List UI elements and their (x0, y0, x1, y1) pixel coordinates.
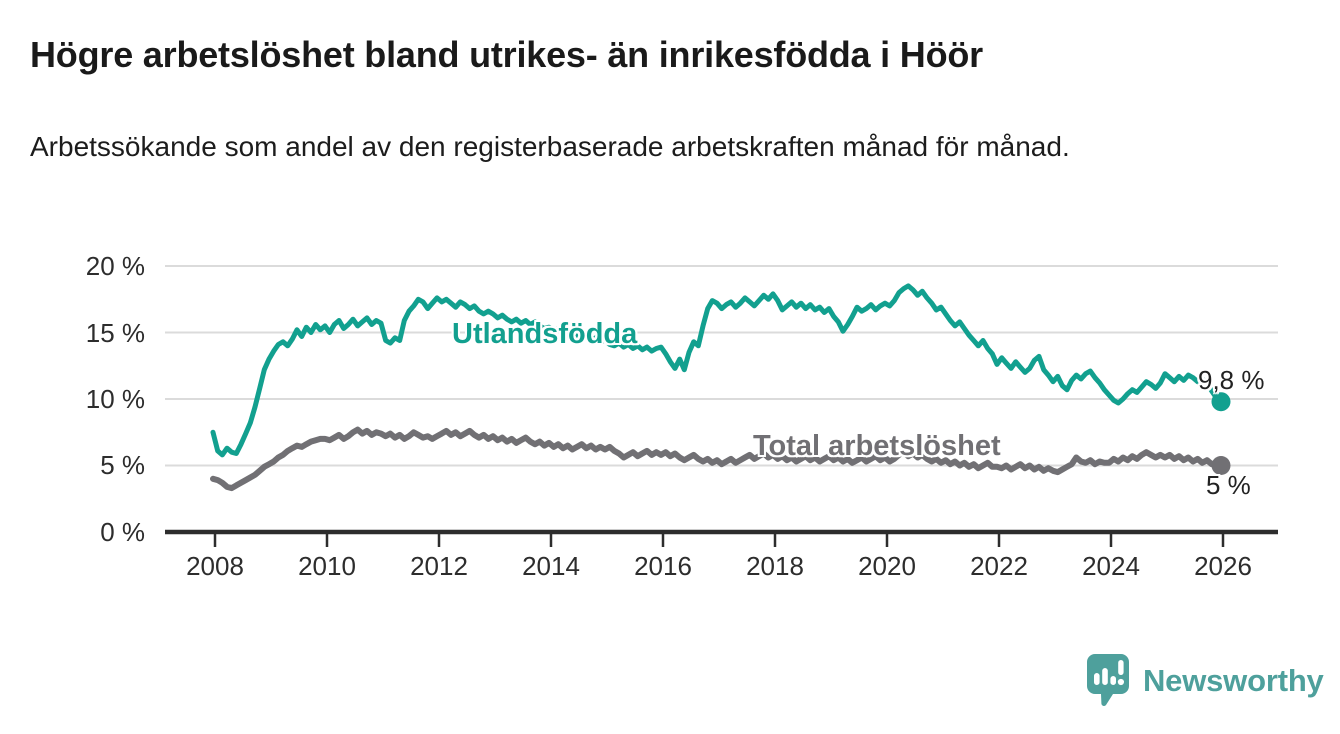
y-axis-label-10: 10 % (85, 384, 145, 414)
end-value-label-total: 5 % (1206, 470, 1251, 500)
x-axis-label-2026: 2026 (1194, 551, 1252, 581)
x-axis-label-2010: 2010 (298, 551, 356, 581)
series-line-utlandsfodda (210, 283, 1224, 458)
page-title: Högre arbetslöshet bland utrikes- än inr… (30, 34, 983, 75)
y-axis-label-20: 20 % (85, 251, 145, 281)
x-axis-label-2020: 2020 (858, 551, 916, 581)
x-axis-ticks (213, 534, 1225, 547)
end-value-label-utlandsfodda: 9,8 % (1198, 365, 1265, 395)
x-axis-label-2018: 2018 (746, 551, 804, 581)
newsworthy-brand-text: Newsworthy (1143, 663, 1324, 698)
chart-subtitle: Arbetssökande som andel av den registerb… (30, 131, 1070, 162)
x-axis-label-2014: 2014 (522, 551, 580, 581)
newsworthy-logo[interactable]: Newsworthy (1085, 652, 1324, 710)
y-axis-label-0: 0 % (100, 517, 145, 547)
series-label-utlandsfodda: Utlandsfödda (452, 318, 638, 350)
y-axis-label-5: 5 % (100, 450, 145, 480)
series-end-dot-utlandsfodda (1211, 392, 1231, 412)
newsworthy-icon (1087, 654, 1129, 706)
series-line-total (210, 426, 1224, 492)
y-axis-label-15: 15 % (85, 318, 145, 348)
series-label-total-arbetsloshet: Total arbetslöshet (753, 430, 1001, 462)
x-axis-label-2012: 2012 (410, 551, 468, 581)
series-end-dot-total (1211, 456, 1231, 475)
x-axis-label-2024: 2024 (1082, 551, 1140, 581)
x-axis-label-2016: 2016 (634, 551, 692, 581)
x-axis-label-2008: 2008 (186, 551, 244, 581)
x-axis-label-2022: 2022 (970, 551, 1028, 581)
